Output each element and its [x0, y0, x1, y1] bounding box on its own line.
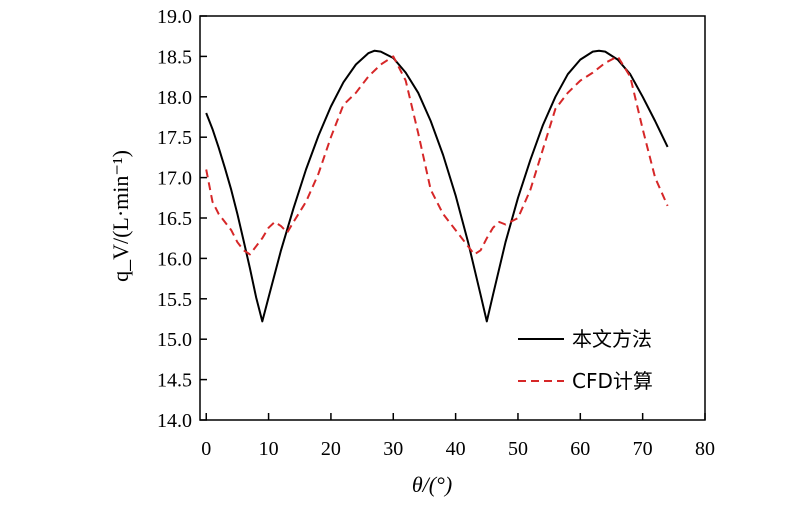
- x-tick-label: 50: [508, 438, 528, 460]
- y-tick-label: 18.0: [157, 87, 192, 109]
- plot-frame: [199, 15, 706, 421]
- x-tick-label: 70: [633, 438, 653, 460]
- x-tick-label: 30: [383, 438, 403, 460]
- y-axis-title: q_V/(L·min⁻¹): [108, 150, 133, 282]
- y-tick-label: 16.0: [157, 248, 192, 270]
- y-tick-label: 14.0: [157, 410, 192, 432]
- legend-label-本文方法: 本文方法: [572, 327, 652, 351]
- x-tick-label: 0: [201, 438, 211, 460]
- y-tick-label: 16.5: [157, 208, 192, 230]
- x-tick-label: 40: [446, 438, 466, 460]
- y-tick-label: 14.5: [157, 370, 192, 392]
- legend-label-cfd: CFD计算: [572, 369, 653, 393]
- series-line-本文方法: [205, 49, 669, 323]
- legend: 本文方法 CFD计算: [518, 327, 653, 393]
- x-tick-labels: 0 10 20 30 40 50 60 70 80: [201, 438, 715, 460]
- y-tick-label: 17.5: [157, 127, 192, 149]
- x-tick-label: 80: [695, 438, 715, 460]
- tick-marks: [200, 15, 706, 421]
- x-axis-title: θ/(°): [412, 472, 452, 497]
- series-line-cfd: [205, 55, 669, 256]
- x-tick-label: 20: [321, 438, 341, 460]
- x-tick-label: 10: [259, 438, 279, 460]
- y-tick-label: 18.5: [157, 46, 192, 68]
- y-tick-label: 15.0: [157, 329, 192, 351]
- y-tick-labels: 14.0 14.5 15.0 15.5 16.0 16.5 17.0 17.5 18.0 18.5…: [157, 6, 192, 432]
- y-tick-label: 17.0: [157, 168, 192, 190]
- y-tick-label: 15.5: [157, 289, 192, 311]
- x-tick-label: 60: [570, 438, 590, 460]
- series-layer: [205, 49, 669, 323]
- y-tick-label: 19.0: [157, 6, 192, 28]
